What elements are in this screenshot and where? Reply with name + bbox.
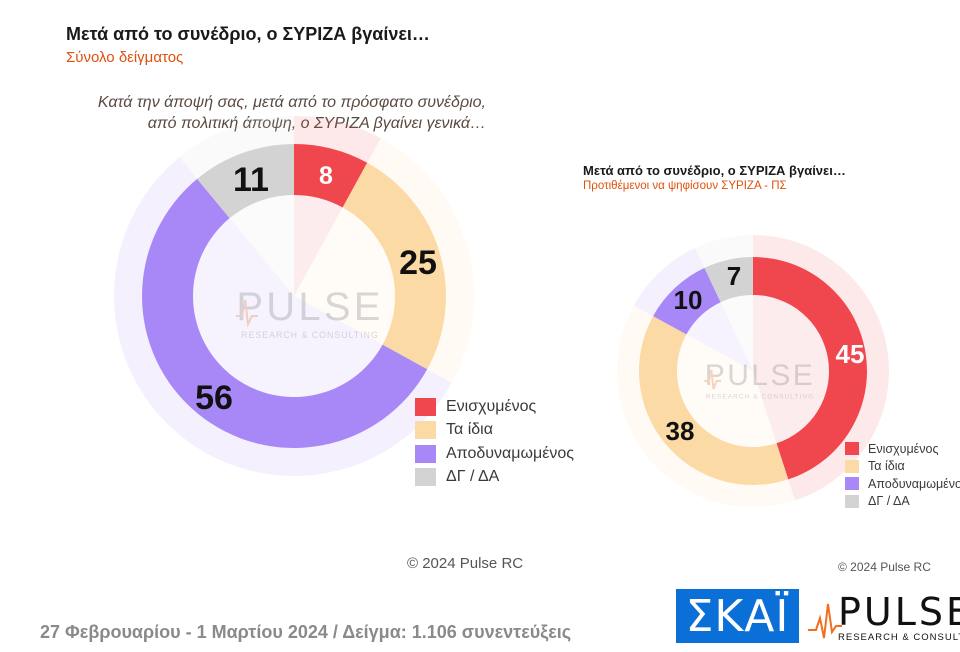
inner-tint-0 [294,195,343,296]
watermark-word: PULSE [705,359,815,392]
legend-label: Τα ίδια [446,421,493,439]
legend-swatch [845,442,859,456]
question-line-2: από πολιτική άποψη, ο ΣΥΡΙΖΑ βγαίνει γεν… [147,115,486,132]
chart2-subtitle: Προτιθέμενοι να ψηφίσουν ΣΥΡΙΖΑ - ΠΣ [583,180,787,192]
legend-chart2: Ενισχυμένος Τα ίδια Αποδυναμωμένος ΔΓ / ΔΑ [845,440,960,510]
slice-ΔΓ / ΔΑ [704,257,753,303]
legend-label: Αποδυναμωμένος [868,476,960,491]
data-label-3: 7 [727,261,741,291]
pulse-logo-tag: RESEARCH & CONSULTING [838,632,960,643]
skai-logo: ΣΚΑΪ [676,589,799,643]
legend-swatch [845,459,859,473]
page-subtitle: Σύνολο δείγματος [66,49,184,66]
chart2-title: Μετά από το συνέδριο, ο ΣΥΡΙΖΑ βγαίνει… [583,163,846,178]
slice-Αποδυναμωμένος [141,178,428,449]
halo-1 [367,138,474,383]
inner-tint-2 [686,302,753,371]
halo-3 [695,235,753,268]
legend-swatch [845,494,859,508]
inner-tint-3 [720,295,753,371]
watermark-wave [236,299,258,328]
legend-swatch [415,397,436,416]
watermark-tag: RESEARCH & CONSULTING [706,394,814,401]
legend-item: Ενισχυμένος [845,440,960,458]
inner-tint-1 [677,334,777,448]
donut-chart-syriza-voters: PULSE RESEARCH & CONSULTING 45 38 10 7 [617,235,890,507]
slice-Τα ίδια [342,162,446,370]
legend-label: Ενισχυμένος [446,397,537,415]
copyright-chart1: © 2024 Pulse RC [407,555,524,572]
data-label-1: 38 [666,416,695,446]
pulse-logo-word: PULSE [838,590,960,634]
pulse-watermark: PULSE RESEARCH & CONSULTING [704,359,815,401]
data-label-3: 11 [233,161,269,199]
halo-0 [294,116,381,163]
data-label-2: 10 [674,285,703,315]
page-title: Μετά από το συνέδριο, ο ΣΥΡΙΖΑ βγαίνει… [66,24,430,44]
footer-sample-info: 27 Φεβρουαρίου - 1 Μαρτίου 2024 / Δείγμα… [40,622,572,642]
halo-1 [617,305,796,507]
watermark-word: PULSE [236,285,383,329]
data-label-1: 25 [399,244,437,282]
pulse-wave-icon [808,603,842,639]
legend-swatch [415,468,436,487]
legend-chart1: Ενισχυμένος Τα ίδια Αποδυναμωμένος ΔΓ / ΔΑ [415,395,574,489]
legend-item: ΔΓ / ΔΑ [845,493,960,511]
data-label-0: 45 [836,339,865,369]
slice-Τα ίδια [639,316,789,486]
legend-item: Αποδυναμωμένος [845,475,960,493]
inner-tint-0 [753,295,830,444]
slice-Ενισχυμένος [294,144,368,208]
halo-2 [633,247,705,317]
question-line-1: Κατά την άποψή σας, μετά από το πρόσφατο… [97,94,486,111]
inner-tint-3 [229,195,294,296]
copyright-chart2: © 2024 Pulse RC [838,560,931,574]
inner-tint-2 [193,218,383,397]
data-label-2: 56 [195,379,233,417]
slice-ΔΓ / ΔΑ [197,144,294,219]
slice-Αποδυναμωμένος [653,267,721,335]
legend-label: Τα ίδια [868,459,905,474]
legend-item: Τα ίδια [415,419,574,443]
pulse-logo: PULSE RESEARCH & CONSULTING [808,590,960,646]
halo-3 [179,116,294,179]
legend-swatch [415,421,436,440]
skai-logo-text: ΣΚΑΪ [685,590,790,642]
question-text: Κατά την άποψή σας, μετά από το πρόσφατο… [96,92,486,134]
legend-label: Αποδυναμωμένος [446,444,574,462]
watermark-tag: RESEARCH & CONSULTING [241,330,379,340]
data-label-0: 8 [319,162,333,190]
legend-item: Ενισχυμένος [415,395,574,419]
legend-label: ΔΓ / ΔΑ [446,468,500,486]
legend-item: Τα ίδια [845,458,960,476]
slice-Ενισχυμένος [753,257,868,480]
halo-0 [753,235,890,501]
legend-item: Αποδυναμωμένος [415,442,574,466]
legend-label: ΔΓ / ΔΑ [868,494,910,509]
legend-item: ΔΓ / ΔΑ [415,466,574,490]
legend-swatch [415,444,436,463]
watermark-wave [704,369,721,390]
inner-tint-1 [294,207,396,345]
legend-swatch [845,477,859,491]
legend-label: Ενισχυμένος [868,441,939,456]
